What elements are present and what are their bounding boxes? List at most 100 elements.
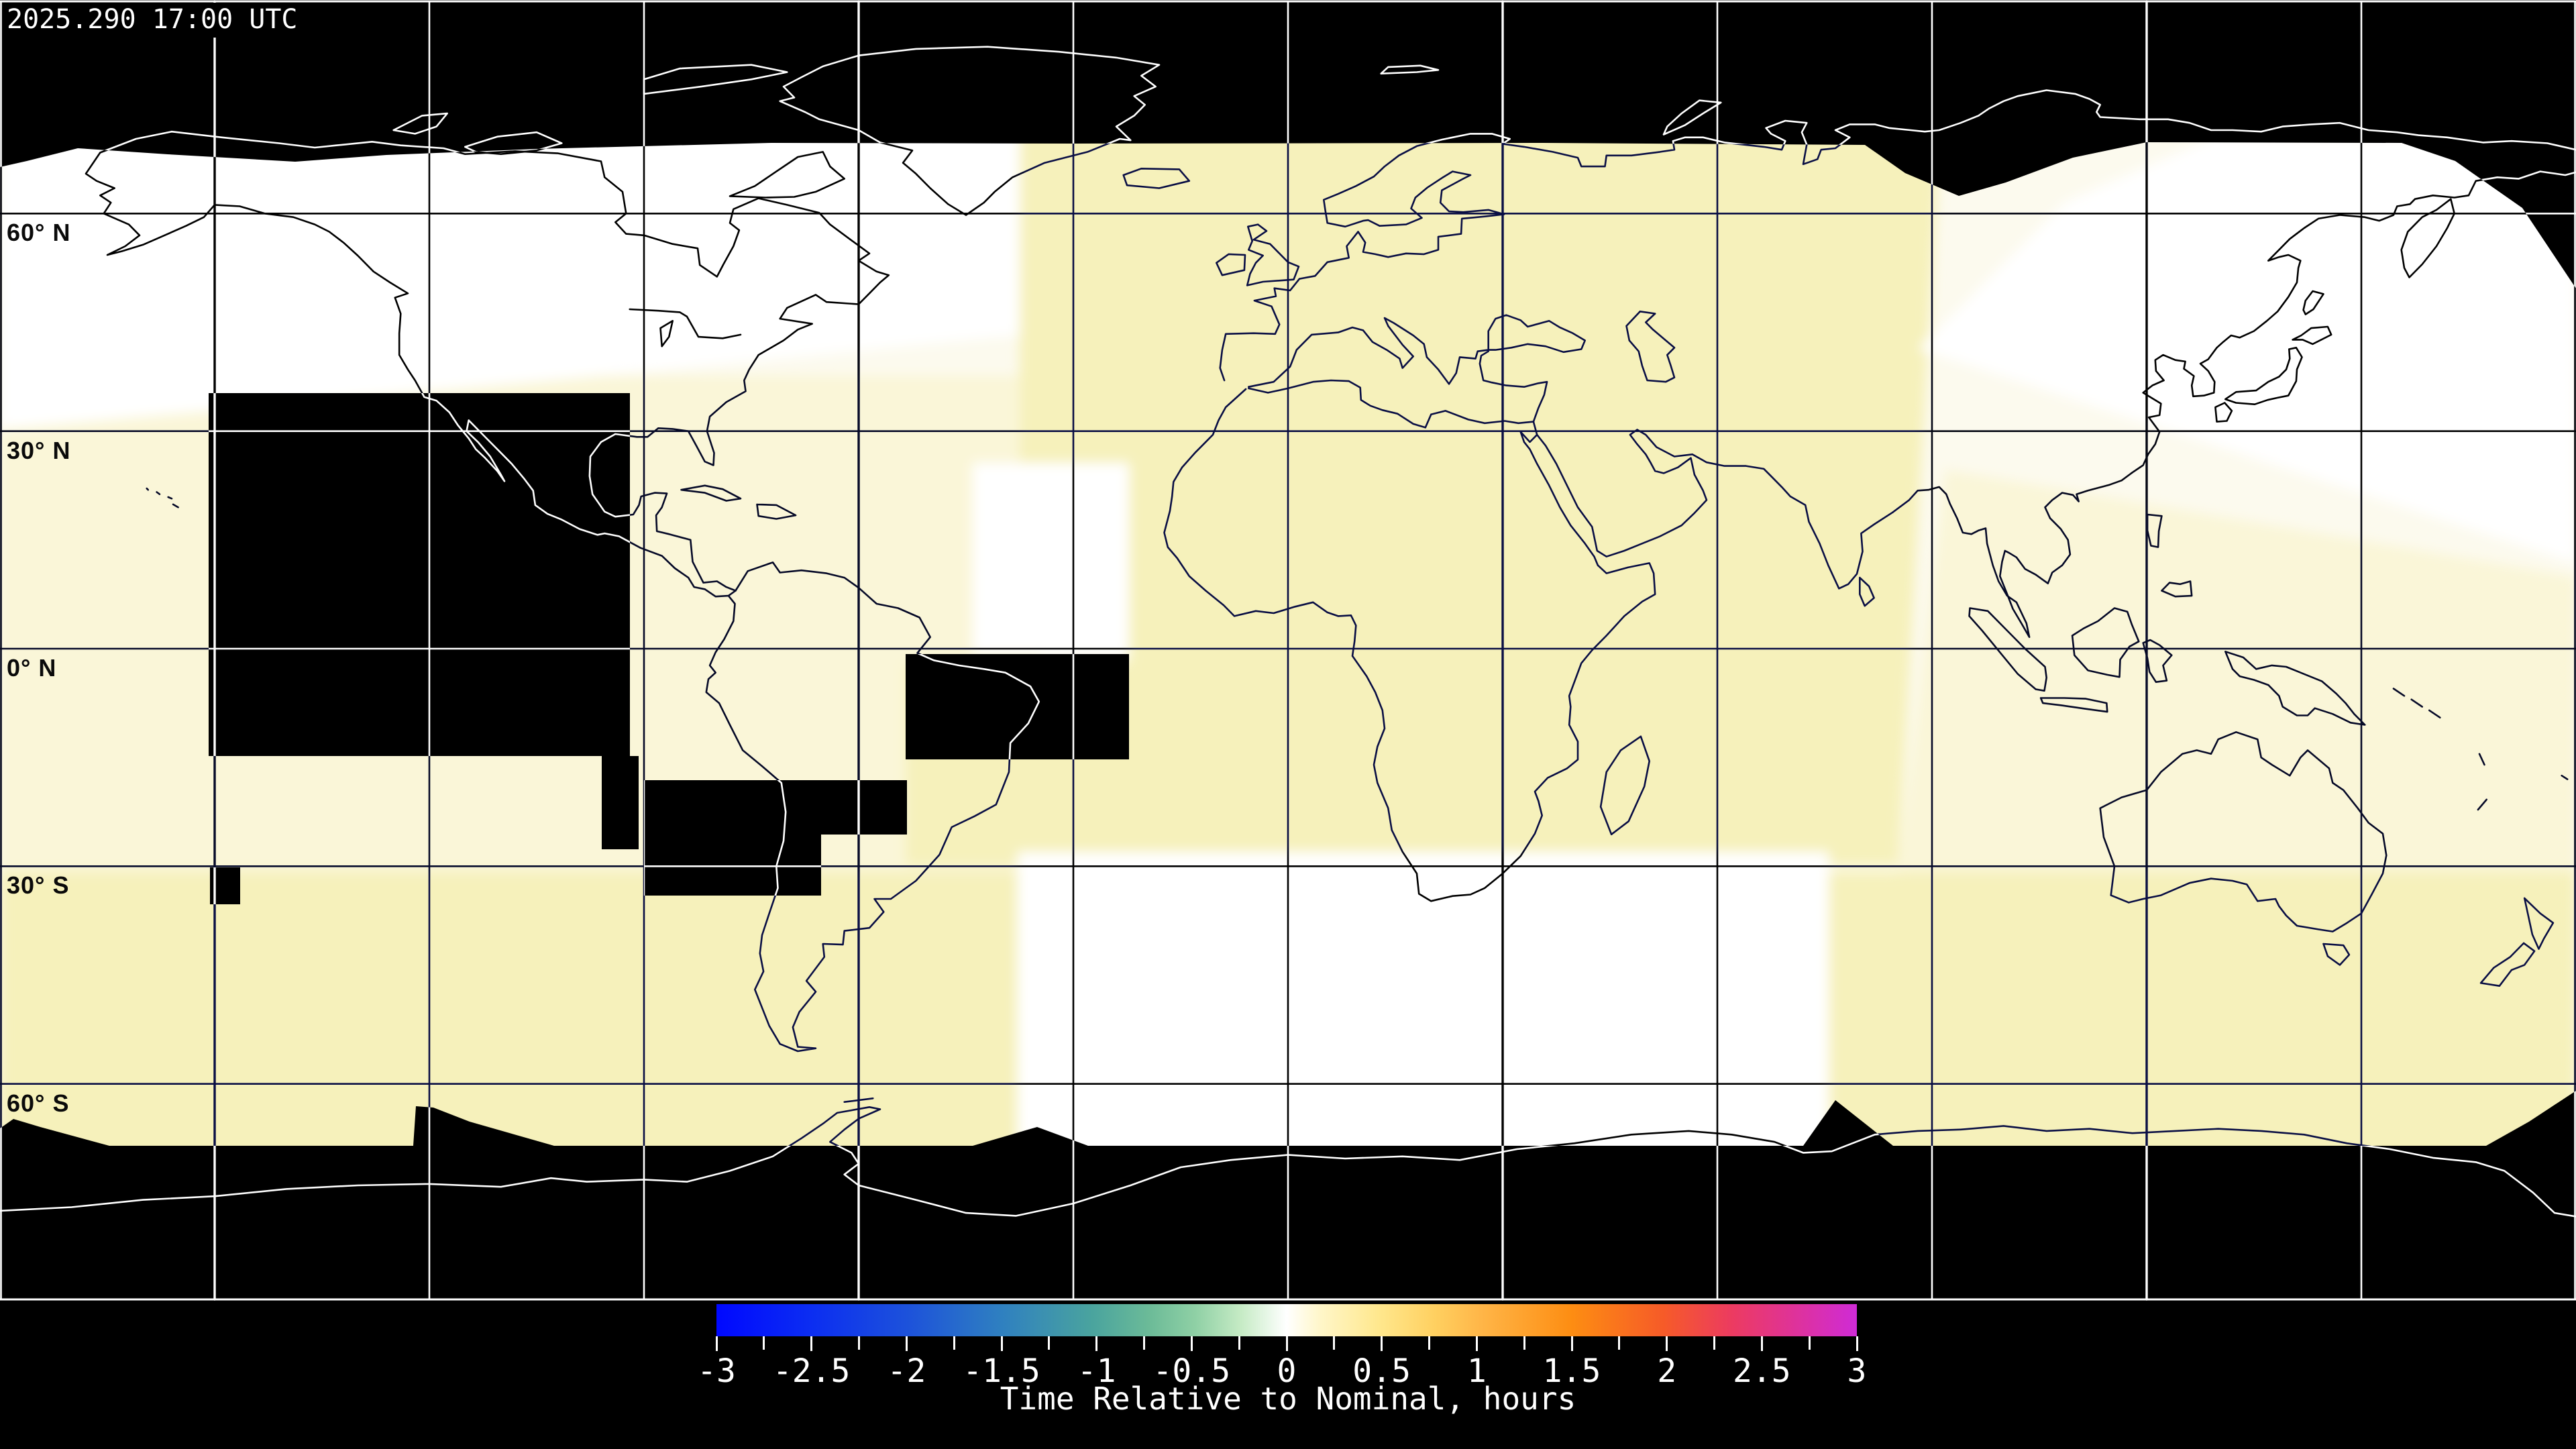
coastline: [2224, 650, 2366, 726]
timestamp: 2025.290 17:00 UTC: [4, 3, 307, 38]
coastline: [464, 131, 563, 155]
coastline: [167, 496, 173, 500]
coastline: [172, 503, 179, 508]
coastline: [85, 130, 890, 598]
coastline: [2322, 943, 2351, 966]
latitude-label: 30° S: [7, 871, 70, 900]
latitude-label: 30° N: [7, 436, 71, 464]
coastline: [156, 491, 161, 496]
colorbar-tick-label: -2.5: [772, 1352, 851, 1390]
coastline: [146, 487, 150, 491]
coastline: [1248, 314, 1586, 388]
colorbar-tick-label: 2.5: [1732, 1352, 1791, 1390]
colorbar-tick-label: -3: [697, 1352, 736, 1390]
coastline: [2478, 753, 2485, 766]
coastline: [2224, 346, 2303, 406]
coastline: [2523, 897, 2555, 950]
colorbar-major-tick: [1095, 1336, 1098, 1351]
colorbar-major-tick: [1856, 1336, 1858, 1351]
latitude-label: 60° N: [7, 219, 71, 247]
coastline: [729, 151, 845, 199]
coastline: [1625, 310, 1676, 383]
coastline: [1163, 388, 1656, 902]
colorbar-minor-tick: [1143, 1336, 1145, 1350]
colorbar-major-tick: [1760, 1336, 1763, 1351]
coastline: [680, 484, 742, 502]
colorbar-tick-label: -1: [1077, 1352, 1116, 1390]
coastline: [2561, 774, 2569, 780]
coastline: [643, 64, 788, 95]
colorbar-minor-tick: [1713, 1336, 1715, 1350]
colorbar-major-tick: [715, 1336, 718, 1351]
coastline: [2302, 290, 2324, 315]
coastline: [1859, 576, 1875, 607]
latitude-label: 0° N: [7, 654, 57, 682]
coastline: [659, 319, 674, 347]
colorbar-major-tick: [1285, 1336, 1288, 1351]
colorbar-major-tick: [1475, 1336, 1478, 1351]
coastline: [2477, 798, 2487, 811]
colorbar-tick-label: 0: [1277, 1352, 1297, 1390]
colorbar-minor-tick: [858, 1336, 860, 1350]
colorbar-tick-label: 0.5: [1352, 1352, 1411, 1390]
colorbar-major-tick: [810, 1336, 813, 1351]
colorbar-major-tick: [1190, 1336, 1193, 1351]
colorbar-major-tick: [1000, 1336, 1003, 1351]
colorbar-gradient: [716, 1304, 1857, 1336]
coastline: [2428, 709, 2441, 718]
coastline: [756, 503, 797, 520]
colorbar-major-tick: [1570, 1336, 1573, 1351]
coastline: [1216, 253, 1246, 276]
colorbar-tick-label: 2: [1657, 1352, 1677, 1390]
colorbar-minor-tick: [953, 1336, 955, 1350]
colorbar-tick-label: 1: [1466, 1352, 1487, 1390]
colorbar-major-tick: [1381, 1336, 1383, 1351]
colorbar-tick-label: 1.5: [1542, 1352, 1601, 1390]
colorbar-minor-tick: [763, 1336, 765, 1350]
colorbar-tick-label: -2: [887, 1352, 926, 1390]
coastline: [2142, 639, 2173, 684]
coastline: [1662, 99, 1722, 136]
coastline: [1380, 64, 1440, 74]
colorbar-minor-tick: [1808, 1336, 1811, 1350]
coastline: [1219, 89, 2576, 382]
coastline: [2292, 325, 2332, 345]
coastline: [843, 1097, 874, 1103]
coastline: [2039, 697, 2108, 713]
coastline: [1968, 607, 2047, 692]
coastline: [1248, 350, 1548, 429]
colorbar-minor-tick: [1238, 1336, 1240, 1350]
colorbar-tick-label: -1.5: [963, 1352, 1040, 1390]
coastline: [2071, 607, 2140, 678]
coastline: [2400, 198, 2455, 278]
colorbar-major-tick: [905, 1336, 908, 1351]
colorbar-tick-label: -0.5: [1152, 1352, 1231, 1390]
coastline: [2392, 688, 2406, 697]
coastline: [1599, 735, 1650, 836]
coastline: [2410, 698, 2423, 708]
coastline: [392, 112, 449, 135]
coastline: [2146, 513, 2163, 548]
colorbar-minor-tick: [1048, 1336, 1051, 1350]
colorbar-minor-tick: [1428, 1336, 1430, 1350]
colorbar-minor-tick: [1333, 1336, 1336, 1350]
coastline: [1536, 170, 2576, 639]
colorbar-minor-tick: [1523, 1336, 1525, 1350]
coastline: [705, 561, 1040, 1053]
colorbar-major-tick: [1666, 1336, 1668, 1351]
coastline: [779, 46, 1161, 216]
colorbar-title: Time Relative to Nominal, hours: [1000, 1381, 1576, 1417]
coastline: [2161, 580, 2193, 598]
coastline: [0, 1106, 2576, 1218]
coastline: [2214, 402, 2233, 423]
latitude-label: 60° S: [7, 1089, 70, 1117]
coastline: [1246, 223, 1300, 286]
coastline: [2099, 731, 2387, 932]
coastline: [1122, 168, 1191, 189]
coastline: [629, 308, 742, 339]
colorbar-tick-label: 3: [1847, 1352, 1867, 1390]
coastline: [2479, 942, 2536, 987]
